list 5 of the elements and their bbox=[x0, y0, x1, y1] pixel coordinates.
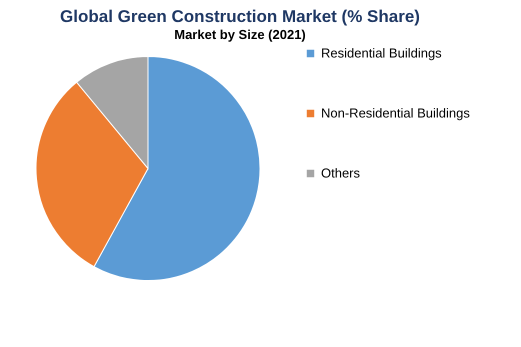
chart-title: Global Green Construction Market (% Share) bbox=[60, 7, 420, 26]
legend-label: Others bbox=[321, 166, 361, 180]
chart-subtitle: Market by Size (2021) bbox=[174, 27, 306, 42]
legend-label: Residential Buildings bbox=[321, 46, 442, 60]
legend-label: Non-Residential Buildings bbox=[321, 106, 470, 120]
